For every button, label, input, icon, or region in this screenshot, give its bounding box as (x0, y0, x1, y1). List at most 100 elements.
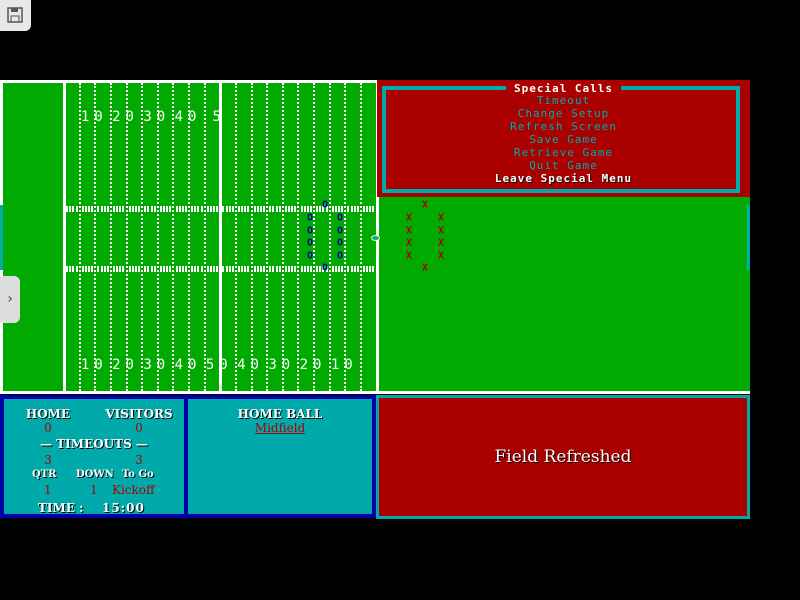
offense-player: O (306, 250, 314, 262)
hash-mark (259, 266, 262, 272)
hash-mark (341, 266, 344, 272)
hash-mark (366, 266, 369, 272)
hash-mark (119, 206, 122, 212)
menu-item[interactable]: Timeout (536, 94, 591, 107)
offense-player: O (306, 212, 314, 224)
yard-line (328, 83, 331, 391)
hash-mark (263, 206, 265, 212)
hash-mark (159, 266, 162, 272)
offense-player: O (336, 225, 344, 237)
hash-mark (159, 206, 162, 212)
yard-line (344, 83, 347, 391)
hash-mark (309, 266, 312, 272)
hash-mark (75, 266, 78, 272)
hash-mark (334, 206, 337, 212)
visitors-score: 0 (135, 421, 143, 435)
menu-item[interactable]: Save Game (529, 133, 598, 146)
special-calls-menu: Special Calls Timeout Change Setup Refresh… (377, 80, 750, 197)
yard-number: 40 (174, 357, 202, 373)
floppy-disk-icon (7, 7, 23, 23)
menu-item[interactable]: Change Setup (517, 107, 610, 120)
possession-label: HOME BALL (237, 407, 323, 421)
hash-mark (275, 266, 278, 272)
yard-line (250, 83, 253, 391)
hash-mark (284, 266, 287, 272)
hash-mark (269, 206, 272, 212)
hash-mark (84, 266, 87, 272)
hash-mark (144, 206, 147, 212)
message-panel: Field Refreshed (376, 395, 750, 519)
home-timeouts: 3 (44, 453, 52, 467)
qtr-label: QTR (32, 469, 57, 480)
hash-mark (259, 206, 262, 212)
hash-mark (244, 206, 247, 212)
hash-mark (256, 266, 259, 272)
field-edge-left (0, 205, 3, 270)
hash-mark (169, 206, 172, 212)
hash-mark (241, 266, 244, 272)
hash-mark (175, 266, 178, 272)
hash-mark (372, 206, 375, 212)
hash-mark (372, 266, 375, 272)
possession-panel: HOME BALL Midfield (184, 395, 376, 518)
hash-mark (222, 266, 225, 272)
hash-mark (225, 206, 228, 212)
hash-mark (316, 266, 319, 272)
hash-mark (128, 266, 131, 272)
yard-line (234, 83, 237, 391)
hash-mark (303, 266, 306, 272)
hash-mark (231, 266, 234, 272)
hash-mark (131, 266, 134, 272)
hash-mark (256, 206, 259, 212)
hash-mark (206, 206, 209, 212)
hash-mark (284, 206, 287, 212)
menu-item[interactable]: Retrieve Game (513, 146, 614, 159)
hash-mark (163, 206, 165, 212)
hash-mark (197, 206, 200, 212)
hash-mark (66, 206, 69, 212)
hash-mark (347, 266, 350, 272)
yard-number: 30 (143, 109, 171, 125)
hash-mark (325, 266, 328, 272)
save-button[interactable] (0, 0, 31, 31)
hash-mark (84, 206, 87, 212)
yard-line (266, 83, 269, 391)
menu-item[interactable]: Refresh Screen (510, 120, 617, 133)
ball-location: Midfield (254, 421, 306, 435)
yard-line (203, 83, 206, 391)
offense-player: O (336, 212, 344, 224)
hash-mark (100, 266, 103, 272)
hash-mark (213, 266, 215, 272)
offense-player: O (336, 250, 344, 262)
hash-mark (184, 266, 187, 272)
hash-mark (275, 206, 278, 212)
hash-mark (306, 266, 309, 272)
offense-player: O (321, 199, 329, 211)
hash-mark (97, 206, 100, 212)
football (371, 235, 380, 241)
hash-mark (184, 206, 187, 212)
yard-number: 5 (212, 109, 226, 125)
menu-item[interactable]: Quit Game (529, 159, 598, 172)
down-label: DOWN (76, 469, 114, 480)
hash-mark (181, 206, 184, 212)
hash-mark (209, 206, 212, 212)
hash-mark (116, 206, 119, 212)
hash-mark (216, 266, 219, 272)
hash-mark (150, 266, 153, 272)
hash-mark (238, 206, 240, 212)
home-score: 0 (44, 421, 52, 435)
hash-mark (222, 206, 225, 212)
menu-item[interactable]: Leave Special Menu (494, 172, 633, 185)
yard-number: 10 (330, 357, 358, 373)
hash-mark (288, 206, 290, 212)
hash-mark (322, 206, 325, 212)
hash-mark (91, 206, 94, 212)
hash-mark (191, 266, 194, 272)
home-label: HOME (25, 407, 71, 421)
side-panel-toggle[interactable]: › (0, 276, 20, 323)
hash-mark (175, 206, 178, 212)
hash-mark (113, 206, 115, 212)
hash-mark (309, 206, 312, 212)
defense-player: X (405, 225, 413, 237)
